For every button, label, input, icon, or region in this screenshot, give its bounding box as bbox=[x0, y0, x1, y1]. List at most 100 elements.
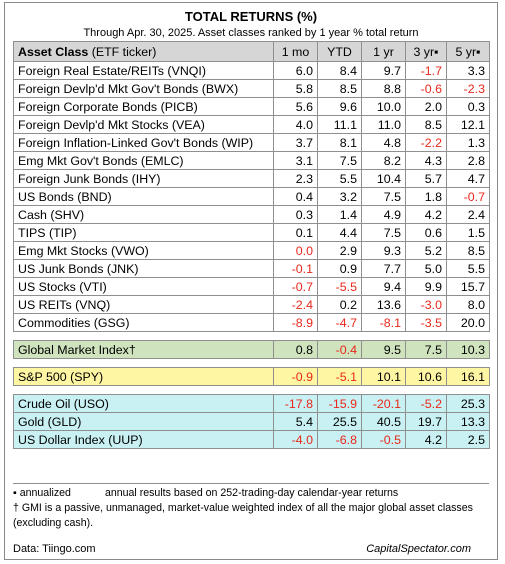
asset-name: Foreign Junk Bonds (IHY) bbox=[13, 169, 274, 188]
return-value: 25.3 bbox=[446, 394, 490, 413]
return-value: 11.0 bbox=[361, 115, 406, 134]
asset-name: Gold (GLD) bbox=[13, 412, 274, 431]
return-value: 5.4 bbox=[273, 412, 318, 431]
page-subtitle: Through Apr. 30, 2025. Asset classes ran… bbox=[83, 27, 419, 39]
return-value: 7.5 bbox=[361, 187, 406, 206]
return-value: -2.4 bbox=[273, 295, 318, 314]
gmi-row: Global Market Index† 0.8 -0.4 9.5 7.5 10.3 bbox=[13, 340, 490, 359]
return-value: 3.1 bbox=[273, 151, 318, 170]
return-value: 9.5 bbox=[361, 340, 406, 359]
table-row: TIPS (TIP) 0.1 4.4 7.5 0.6 1.5 bbox=[13, 223, 490, 242]
return-value: 6.0 bbox=[273, 61, 318, 80]
column-header-5yr: 5 yr▪ bbox=[446, 41, 490, 62]
asset-name: US Bonds (BND) bbox=[13, 187, 274, 206]
return-value: 2.4 bbox=[446, 205, 490, 224]
return-value: 0.4 bbox=[273, 187, 318, 206]
return-value: -5.5 bbox=[317, 277, 362, 296]
returns-table: Asset Class (ETF ticker) 1 mo YTD 1 yr 3… bbox=[13, 41, 490, 449]
asset-name: S&P 500 (SPY) bbox=[13, 367, 274, 386]
asset-name: TIPS (TIP) bbox=[13, 223, 274, 242]
table-row: US Junk Bonds (JNK) -0.1 0.9 7.7 5.0 5.5 bbox=[13, 259, 490, 278]
return-value: 12.1 bbox=[446, 115, 490, 134]
return-value: 4.4 bbox=[317, 223, 362, 242]
asset-name: Foreign Inflation-Linked Gov't Bonds (WI… bbox=[13, 133, 274, 152]
return-value: 1.3 bbox=[446, 133, 490, 152]
return-value: -8.1 bbox=[361, 313, 406, 332]
return-value: 9.9 bbox=[405, 277, 447, 296]
return-value: -0.5 bbox=[361, 430, 406, 449]
return-value: 10.1 bbox=[361, 367, 406, 386]
return-value: -5.1 bbox=[317, 367, 362, 386]
return-value: 5.8 bbox=[273, 79, 318, 98]
return-value: 4.0 bbox=[273, 115, 318, 134]
gmi-note: † GMI is a passive, unmanaged, market-va… bbox=[13, 502, 473, 529]
return-value: 40.5 bbox=[361, 412, 406, 431]
return-value: 10.0 bbox=[361, 97, 406, 116]
return-value: -4.0 bbox=[273, 430, 318, 449]
return-value: 8.1 bbox=[317, 133, 362, 152]
return-value: 0.1 bbox=[273, 223, 318, 242]
annualized-marker: ▪ annualized bbox=[13, 487, 71, 499]
table-row: Foreign Devlp'd Mkt Stocks (VEA) 4.0 11.1 1… bbox=[13, 115, 490, 134]
return-value: 5.7 bbox=[405, 169, 447, 188]
section-gap bbox=[13, 331, 490, 341]
return-value: 1.4 bbox=[317, 205, 362, 224]
return-value: 4.7 bbox=[446, 169, 490, 188]
table-row: Foreign Junk Bonds (IHY) 2.3 5.5 10.4 5.7 4.7 bbox=[13, 169, 490, 188]
return-value: 2.3 bbox=[273, 169, 318, 188]
table-row: Cash (SHV) 0.3 1.4 4.9 4.2 2.4 bbox=[13, 205, 490, 224]
return-value: 19.7 bbox=[405, 412, 447, 431]
return-value: -0.4 bbox=[317, 340, 362, 359]
footnotes: ▪ annualized annual results based on 252-… bbox=[13, 483, 489, 531]
return-value: 11.1 bbox=[317, 115, 362, 134]
return-value: 0.3 bbox=[446, 97, 490, 116]
return-value: -20.1 bbox=[361, 394, 406, 413]
return-value: 25.5 bbox=[317, 412, 362, 431]
return-value: 0.9 bbox=[317, 259, 362, 278]
return-value: 8.8 bbox=[361, 79, 406, 98]
annualized-note: ▪ annualized annual results based on 252-… bbox=[13, 486, 489, 501]
site-credit: CapitalSpectator.com bbox=[366, 543, 471, 555]
return-value: 2.0 bbox=[405, 97, 447, 116]
return-value: -0.7 bbox=[273, 277, 318, 296]
return-value: -1.7 bbox=[405, 61, 447, 80]
return-value: 10.6 bbox=[405, 367, 447, 386]
footer: Data: Tiingo.com CapitalSpectator.com bbox=[13, 543, 489, 555]
spx-row: S&P 500 (SPY) -0.9 -5.1 10.1 10.6 16.1 bbox=[13, 367, 490, 386]
return-value: 5.2 bbox=[405, 241, 447, 260]
return-value: 9.3 bbox=[361, 241, 406, 260]
return-value: 7.5 bbox=[361, 223, 406, 242]
return-value: 8.5 bbox=[446, 241, 490, 260]
return-value: 9.7 bbox=[361, 61, 406, 80]
return-value: 15.7 bbox=[446, 277, 490, 296]
column-header-3yr: 3 yr▪ bbox=[405, 41, 447, 62]
asset-name: US Junk Bonds (JNK) bbox=[13, 259, 274, 278]
return-value: 4.2 bbox=[405, 205, 447, 224]
return-value: -3.5 bbox=[405, 313, 447, 332]
table-row: Foreign Corporate Bonds (PICB) 5.6 9.6 10.0… bbox=[13, 97, 490, 116]
return-value: 2.5 bbox=[446, 430, 490, 449]
return-value: 7.5 bbox=[405, 340, 447, 359]
return-value: 7.5 bbox=[317, 151, 362, 170]
return-value: 4.3 bbox=[405, 151, 447, 170]
column-header-asset-class: Asset Class (ETF ticker) bbox=[13, 41, 274, 62]
asset-name: Global Market Index† bbox=[13, 340, 274, 359]
return-value: -2.2 bbox=[405, 133, 447, 152]
return-value: 8.5 bbox=[317, 79, 362, 98]
return-value: 16.1 bbox=[446, 367, 490, 386]
asset-name: Foreign Devlp'd Mkt Stocks (VEA) bbox=[13, 115, 274, 134]
return-value: 3.3 bbox=[446, 61, 490, 80]
table-row: Foreign Real Estate/REITs (VNQI) 6.0 8.4 9.… bbox=[13, 61, 490, 80]
table-row: Commodities (GSG) -8.9 -4.7 -8.1 -3.5 20.0 bbox=[13, 313, 490, 332]
return-value: -4.7 bbox=[317, 313, 362, 332]
return-value: 20.0 bbox=[446, 313, 490, 332]
asset-name: Cash (SHV) bbox=[13, 205, 274, 224]
return-value: 0.2 bbox=[317, 295, 362, 314]
table-row: US Bonds (BND) 0.4 3.2 7.5 1.8 -0.7 bbox=[13, 187, 490, 206]
return-value: 9.4 bbox=[361, 277, 406, 296]
section-gap bbox=[13, 358, 490, 368]
section-gap-cell bbox=[13, 358, 490, 368]
asset-name: Foreign Devlp'd Mkt Gov't Bonds (BWX) bbox=[13, 79, 274, 98]
column-header-1yr: 1 yr bbox=[361, 41, 406, 62]
return-value: -3.0 bbox=[405, 295, 447, 314]
